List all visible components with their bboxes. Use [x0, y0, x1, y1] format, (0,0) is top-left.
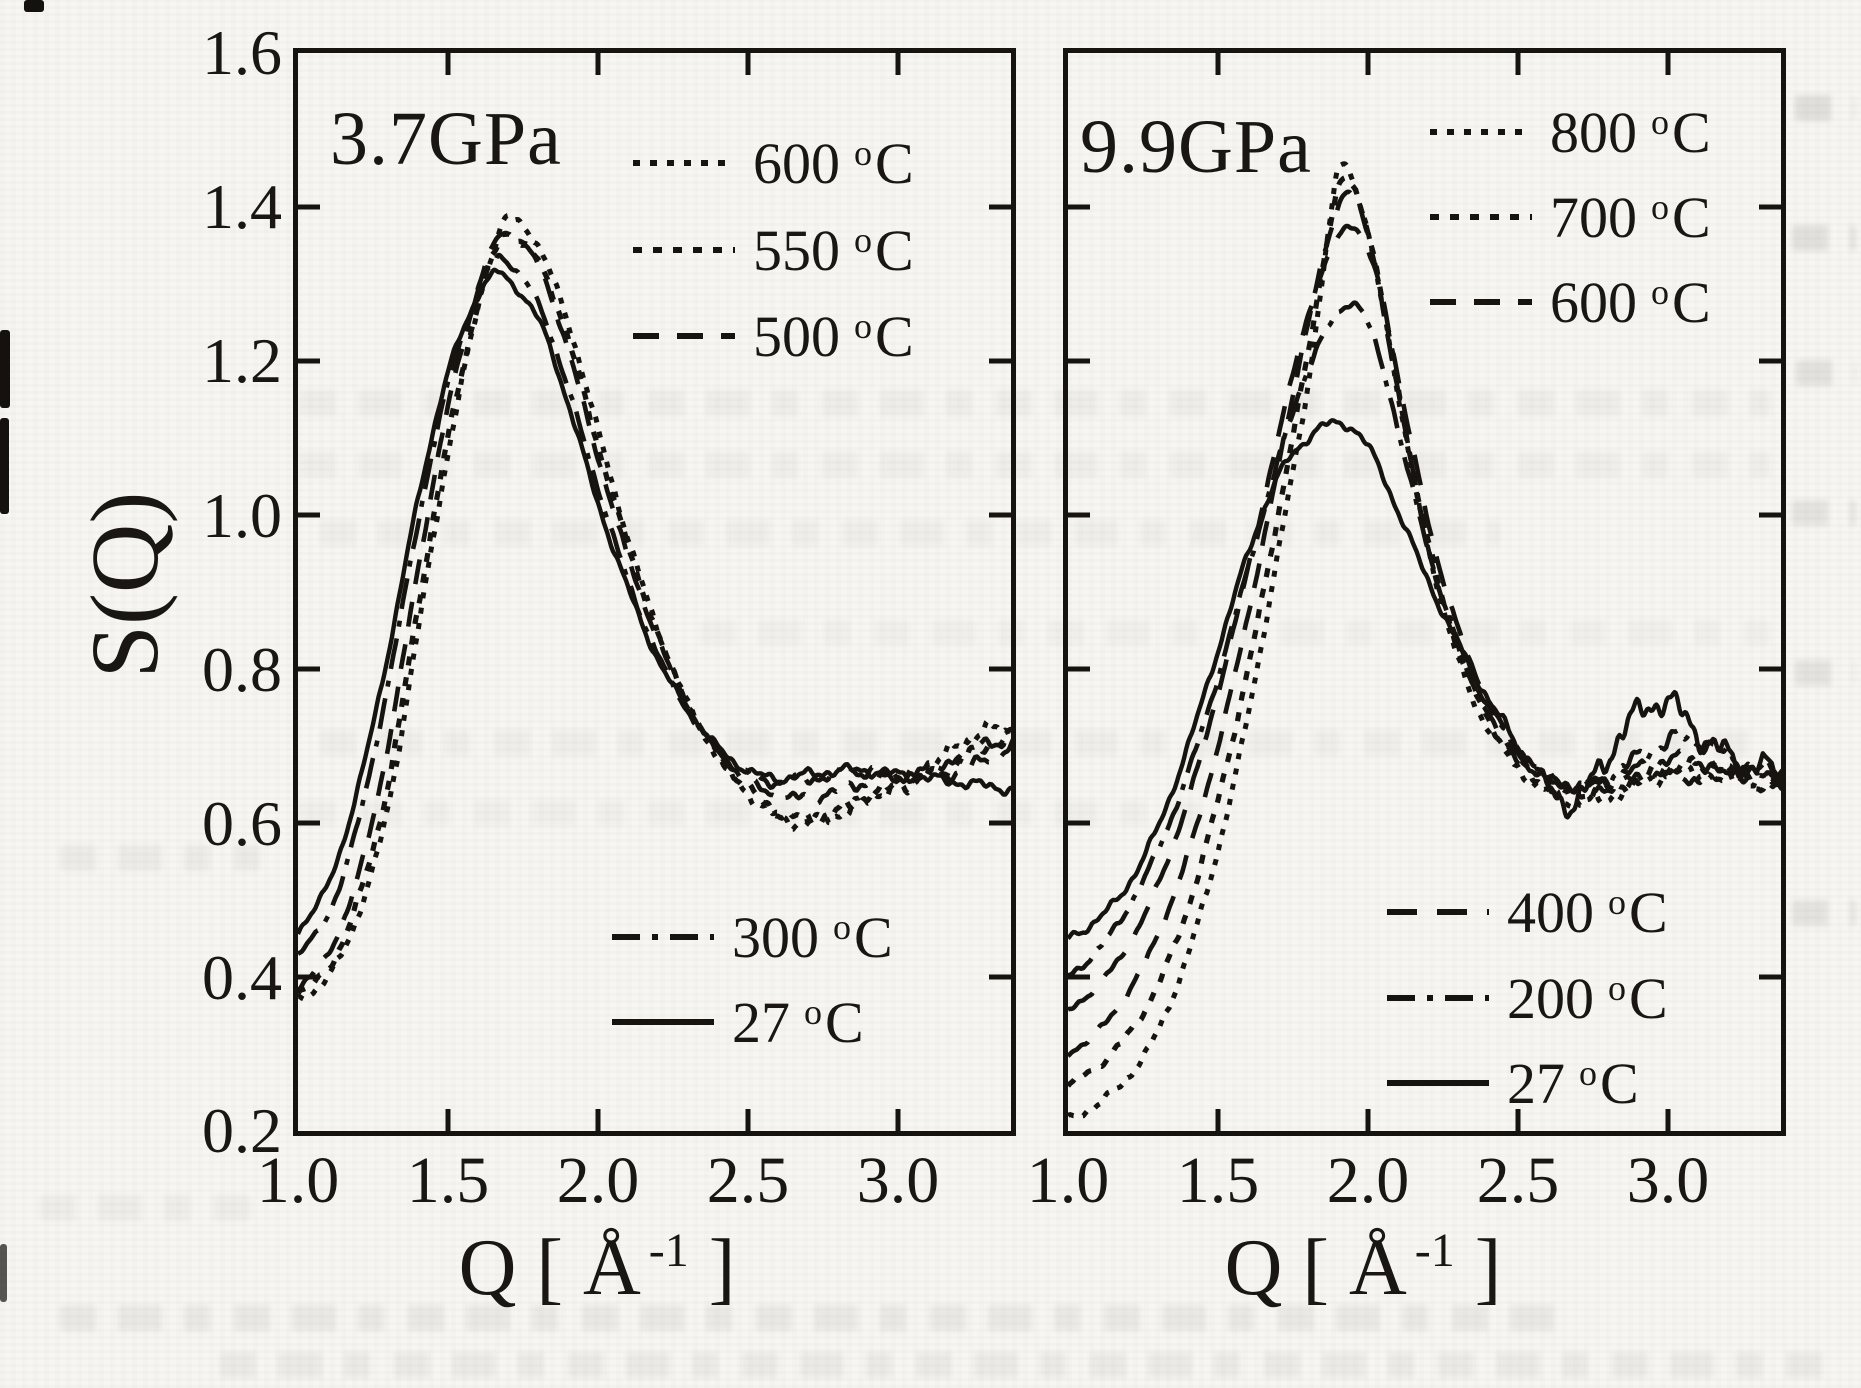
scan-mark	[0, 1244, 7, 1302]
y-tick-label: 0.4	[202, 942, 282, 1013]
legend-label: 700 oC	[1550, 184, 1711, 250]
curve-600°C	[298, 213, 1011, 1002]
legend-line-sample	[633, 247, 735, 253]
x-axis-title-text: Q [ Å	[458, 1224, 641, 1312]
y-tick-label: 0.2	[202, 1095, 282, 1166]
legend-label: 600 oC	[1550, 269, 1711, 335]
panel-title-right: 9.9GPa	[1080, 105, 1312, 189]
bleed-through-artifact	[1792, 500, 1856, 526]
x-axis-title-text: Q [ Å	[1224, 1224, 1407, 1312]
legend-line-sample	[633, 333, 735, 339]
x-tick-label: 2.5	[1476, 1144, 1560, 1217]
bleed-through-artifact	[1792, 225, 1856, 251]
x-tick-label: 1.5	[1176, 1144, 1260, 1217]
curve-550°C	[298, 231, 1011, 995]
legend-item-800c-right: 800 oC	[1430, 97, 1711, 167]
legend-item-550c-left: 550 oC	[633, 215, 914, 285]
legend-line-sample	[1430, 129, 1532, 135]
legend-item-600c-left: 600 oC	[633, 128, 914, 198]
scan-mark	[0, 418, 9, 514]
y-tick-label: 1.4	[202, 171, 282, 242]
curve-800°C	[1068, 161, 1781, 1119]
legend-line-sample	[612, 934, 714, 940]
legend-item-400c-right: 400 oC	[1387, 877, 1668, 947]
x-axis-title-left: Q [ Å -1 ]	[362, 1218, 832, 1328]
x-tick-label: 1.5	[406, 1144, 490, 1217]
bleed-through-artifact	[1795, 95, 1855, 121]
legend-item-600c-right: 600 oC	[1430, 267, 1711, 337]
legend-label: 500 oC	[753, 303, 914, 369]
legend-line-sample	[1387, 995, 1489, 1001]
legend-line-sample	[633, 160, 735, 166]
bleed-through-artifact	[300, 452, 1770, 478]
curve-500°C	[298, 230, 1011, 993]
scan-mark	[24, 0, 44, 12]
y-tick-label: 0.6	[202, 788, 282, 859]
legend-line-sample	[1430, 299, 1532, 305]
legend-label: 200 oC	[1507, 965, 1668, 1031]
bleed-through-artifact	[40, 1195, 250, 1221]
y-tick-label: 0.8	[202, 634, 282, 705]
curve-27°C	[1068, 418, 1781, 941]
legend-item-700c-right: 700 oC	[1430, 182, 1711, 252]
legend-line-sample	[1387, 909, 1489, 915]
x-tick-label: 3.0	[1626, 1144, 1710, 1217]
x-axis-title-superscript: -1	[648, 1224, 689, 1277]
bleed-through-artifact	[300, 390, 1770, 416]
panel-3.7GPa	[293, 48, 1016, 1136]
panel-9.9GPa	[1063, 48, 1786, 1136]
x-tick-label: 2.0	[556, 1144, 640, 1217]
bleed-through-artifact	[320, 730, 1770, 756]
legend-item-200c-right: 200 oC	[1387, 963, 1668, 1033]
y-tick-label: 1.6	[202, 17, 282, 88]
x-tick-label: 2.5	[706, 1144, 790, 1217]
bleed-through-artifact	[60, 1305, 1560, 1331]
legend-item-27c-right: 27 oC	[1387, 1048, 1639, 1118]
curve-400°C	[1068, 223, 1781, 1012]
legend-label: 600 oC	[753, 130, 914, 196]
legend-line-sample	[612, 1019, 714, 1025]
legend-label: 550 oC	[753, 217, 914, 283]
x-tick-label: 1.0	[1026, 1144, 1110, 1217]
x-tick-label: 3.0	[856, 1144, 940, 1217]
legend-line-sample	[1430, 214, 1532, 220]
legend-label: 27 oC	[732, 989, 864, 1055]
panel-border	[293, 48, 1016, 1136]
panel-title-left: 3.7GPa	[330, 97, 562, 181]
x-tick-label: 2.0	[1326, 1144, 1410, 1217]
legend-item-27c-left: 27 oC	[612, 987, 864, 1057]
scan-mark	[0, 330, 10, 408]
bleed-through-artifact	[1792, 900, 1856, 926]
bleed-through-artifact	[1795, 660, 1855, 686]
y-tick-label: 1.2	[202, 325, 282, 396]
panel-border	[1063, 48, 1786, 1136]
legend-label: 800 oC	[1550, 99, 1711, 165]
y-tick-label: 1.0	[202, 480, 282, 551]
bleed-through-artifact	[320, 520, 1500, 546]
legend-label: 400 oC	[1507, 879, 1668, 945]
curve-27°C	[298, 267, 1011, 935]
legend-label: 27 oC	[1507, 1050, 1639, 1116]
legend-line-sample	[1387, 1080, 1489, 1086]
x-axis-title-superscript: -1	[1414, 1224, 1455, 1277]
x-tick-label: 1.0	[256, 1144, 340, 1217]
x-axis-title-text: ]	[688, 1224, 736, 1312]
curve-200°C	[1068, 300, 1781, 978]
bleed-through-artifact	[220, 1352, 1840, 1378]
bleed-through-artifact	[60, 845, 260, 871]
curve-600°C	[1068, 189, 1781, 1058]
x-axis-title-right: Q [ Å -1 ]	[1128, 1218, 1598, 1328]
legend-item-500c-left: 500 oC	[633, 301, 914, 371]
bleed-through-artifact	[1796, 360, 1856, 386]
legend-item-300c-left: 300 oC	[612, 902, 893, 972]
legend-label: 300 oC	[732, 904, 893, 970]
x-axis-title-text: ]	[1454, 1224, 1502, 1312]
